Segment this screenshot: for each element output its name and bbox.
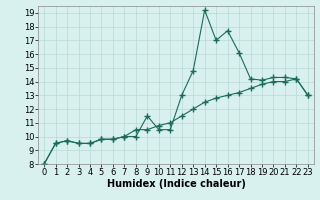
X-axis label: Humidex (Indice chaleur): Humidex (Indice chaleur): [107, 179, 245, 189]
